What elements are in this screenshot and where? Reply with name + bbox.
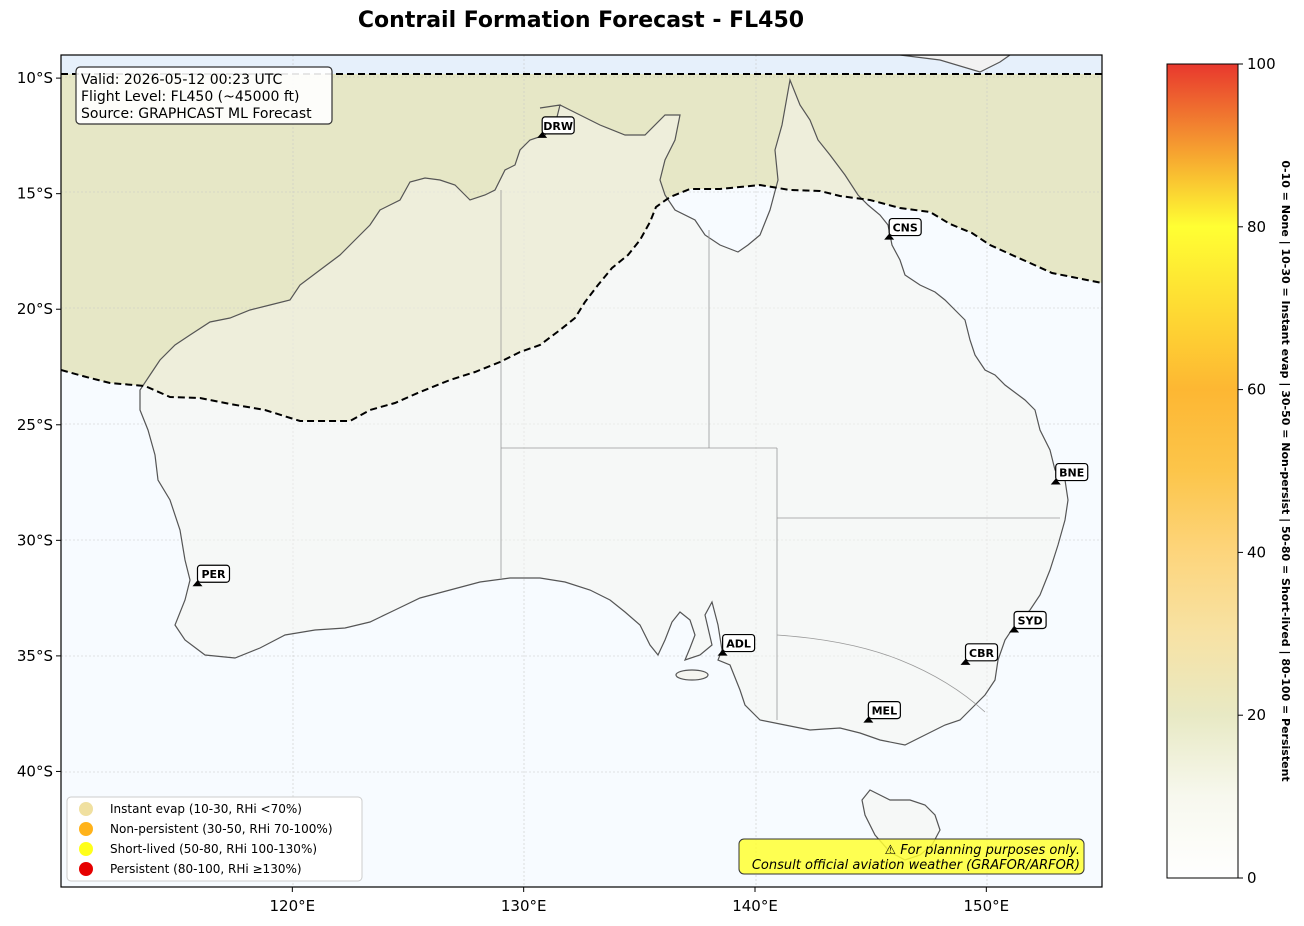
city-label-box — [541, 116, 575, 135]
city-marker-per[interactable]: PER — [192, 564, 231, 587]
city-label: BNE — [1059, 467, 1084, 480]
y-tick-label: 40°S — [17, 762, 53, 780]
y-tick-label: 20°S — [17, 300, 53, 318]
valid-time-text: Valid: 2026-05-12 00:23 UTC — [81, 72, 282, 88]
y-tick-label: 15°S — [17, 185, 53, 203]
legend-item-label: Persistent (80-100, RHi ≥130%) — [110, 862, 302, 876]
disclaimer-line-2: Consult official aviation weather (GRAFO… — [752, 858, 1080, 873]
city-label: DRW — [543, 120, 573, 133]
airport-icon — [717, 649, 728, 656]
legend-item-label: Short-lived (50-80, RHi 100-130%) — [110, 842, 317, 856]
state-borders — [500, 190, 1060, 720]
city-marker-mel[interactable]: MEL — [863, 700, 901, 723]
y-tick-label: 10°S — [17, 69, 53, 87]
city-label-box — [722, 633, 756, 653]
disclaimer-line-1: ⚠ For planning purposes only. — [885, 843, 1081, 858]
axis-ticks: 120°E 130°E 140°E 150°E 10°S 15°S 20°S 25°S 30°S… — [17, 69, 1009, 915]
airport-icon — [192, 580, 203, 587]
new-guinea-coast — [820, 55, 1012, 73]
colorbar-tick-label: 60 — [1247, 381, 1266, 399]
x-tick-label: 150°E — [964, 897, 1010, 915]
city-label-box — [196, 564, 231, 583]
colorbar-tick-label: 20 — [1247, 706, 1266, 724]
map-panel[interactable]: DRW CNS BNE PER ADL SYD CBR MEL — [61, 55, 1102, 887]
colorbar-tick-label: 80 — [1247, 218, 1266, 236]
city-label-box — [964, 643, 999, 662]
city-marker-cbr[interactable]: CBR — [960, 643, 999, 665]
city-label: SYD — [1018, 614, 1043, 627]
disclaimer-box: ⚠ For planning purposes only. Consult of… — [738, 838, 1085, 875]
city-marker-bne[interactable]: BNE — [1050, 462, 1089, 485]
flight-level-text: Flight Level: FL450 (~45000 ft) — [81, 89, 300, 105]
city-label: ADL — [726, 638, 751, 651]
y-tick-label: 30°S — [17, 531, 53, 549]
city-label-box — [867, 700, 901, 720]
chart-title: Contrail Formation Forecast - FL450 — [357, 8, 805, 33]
city-marker-adl[interactable]: ADL — [717, 633, 756, 656]
city-marker-syd[interactable]: SYD — [1009, 610, 1047, 633]
colorbar: 0 20 40 60 80 100 0-10 = None | 10-30 = Insta… — [1166, 55, 1292, 887]
colorbar-ticks: 0 20 40 60 80 100 — [1238, 55, 1276, 887]
colorbar-tick-label: 0 — [1247, 869, 1257, 887]
airport-icon — [1009, 626, 1020, 633]
info-box: Valid: 2026-05-12 00:23 UTC Flight Level… — [75, 66, 333, 125]
city-label: CBR — [969, 647, 994, 660]
legend-marker — [79, 862, 93, 876]
city-label: MEL — [872, 705, 897, 718]
city-label-box — [888, 217, 922, 237]
colorbar-tick-label: 40 — [1247, 543, 1266, 561]
legend-marker — [79, 842, 93, 856]
city-marker-drw[interactable]: DRW — [537, 116, 575, 138]
airport-icon — [960, 658, 971, 665]
city-markers: DRW CNS BNE PER ADL SYD CBR MEL — [192, 116, 1089, 723]
y-tick-label: 35°S — [17, 647, 53, 665]
airport-icon — [537, 131, 548, 138]
y-tick-label: 25°S — [17, 416, 53, 434]
legend-item-label: Non-persistent (30-50, RHi 70-100%) — [110, 822, 333, 836]
x-tick-label: 140°E — [732, 897, 778, 915]
kangaroo-island — [675, 669, 709, 681]
city-label: CNS — [893, 222, 918, 235]
legend: Instant evap (10-30, RHi <70%) Non-persis… — [66, 796, 363, 882]
city-label-box — [1055, 462, 1089, 482]
map-frame — [60, 54, 1103, 888]
city-marker-cns[interactable]: CNS — [884, 217, 922, 240]
airport-icon — [1050, 478, 1061, 485]
contrail-contour-line — [61, 183, 1102, 422]
colorbar-label: 0-10 = None | 10-30 = Instant evap | 30-… — [1279, 160, 1292, 781]
legend-marker — [79, 822, 93, 836]
x-tick-label: 130°E — [501, 897, 547, 915]
airport-icon — [884, 233, 895, 240]
legend-item-label: Instant evap (10-30, RHi <70%) — [110, 802, 302, 816]
legend-marker — [79, 802, 93, 816]
source-text: Source: GRAPHCAST ML Forecast — [81, 106, 312, 122]
colorbar-tick-label: 100 — [1247, 55, 1276, 73]
city-label-box — [1013, 610, 1047, 630]
city-label: PER — [201, 568, 226, 581]
x-tick-label: 120°E — [270, 897, 316, 915]
colorbar-gradient — [1166, 63, 1239, 879]
australia-landmass — [139, 77, 1069, 746]
airport-icon — [863, 716, 874, 723]
